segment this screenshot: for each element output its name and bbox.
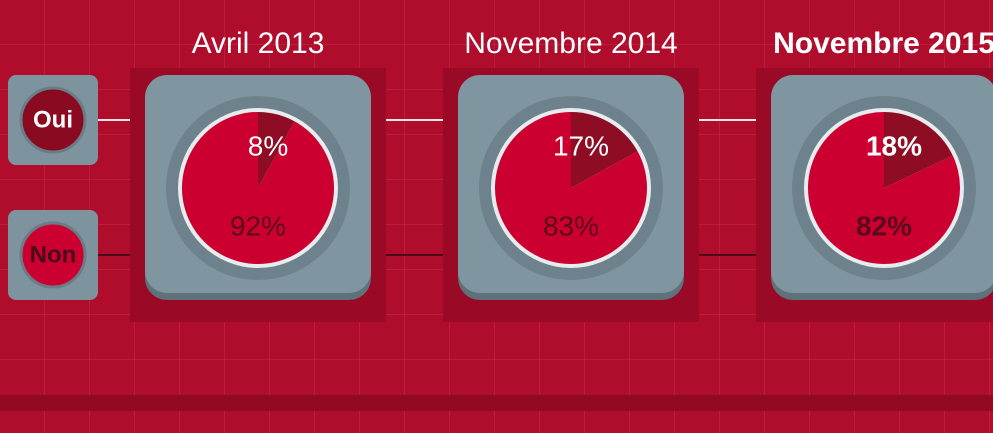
pie-title: Avril 2013 xyxy=(192,27,325,60)
pie-slice xyxy=(808,112,960,265)
value-label: 82% xyxy=(856,210,912,241)
pie-slice xyxy=(181,112,334,264)
value-label: 18% xyxy=(866,130,922,161)
pie-slice xyxy=(571,112,638,188)
pie-slice xyxy=(258,112,295,188)
legend: Oui Non xyxy=(8,75,98,300)
legend-swatch xyxy=(19,86,87,154)
value-label: 8% xyxy=(248,130,288,161)
pie-title: Novembre 2014 xyxy=(464,27,677,60)
value-label: 83% xyxy=(543,210,599,241)
pie-slice xyxy=(884,112,953,188)
legend-label: Non xyxy=(30,241,77,268)
pie-slice xyxy=(494,112,647,265)
value-label: 17% xyxy=(553,130,609,161)
legend-label: Oui xyxy=(33,106,73,133)
pie-title: Novembre 2015 xyxy=(773,27,993,60)
value-label: 92% xyxy=(230,210,286,241)
bottom-band xyxy=(0,395,993,411)
legend-swatch xyxy=(19,221,87,289)
